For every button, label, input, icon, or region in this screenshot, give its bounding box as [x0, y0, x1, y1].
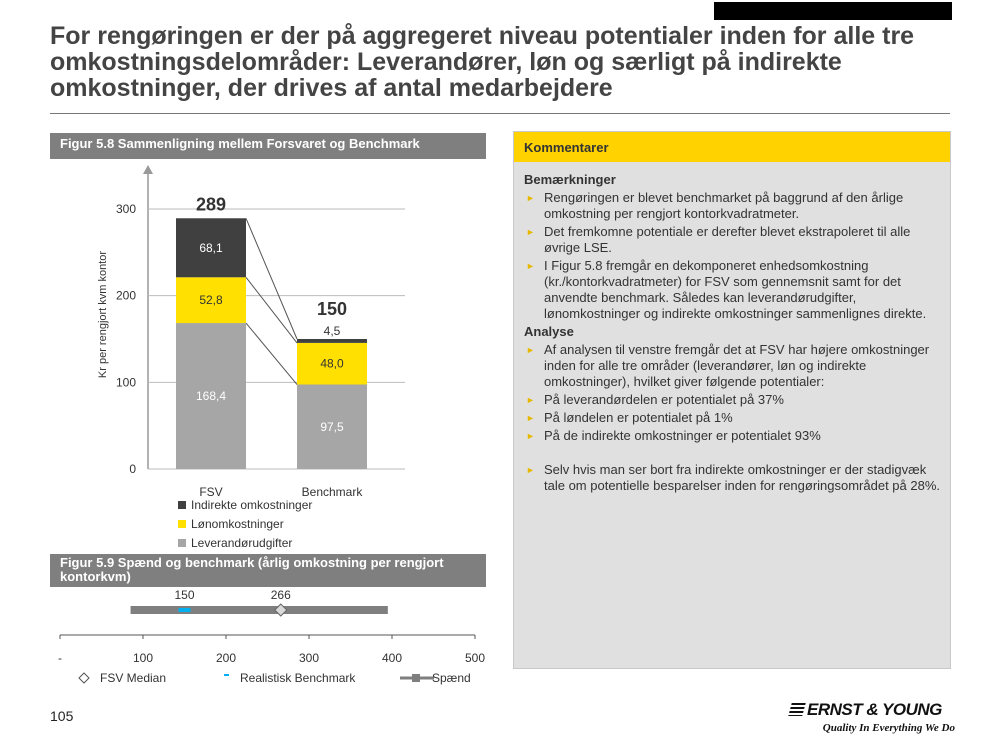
- comments-panel: Kommentarer Bemærkninger Rengøringen er …: [513, 131, 951, 669]
- bar-segment: [297, 384, 367, 469]
- median-value: 266: [271, 588, 291, 602]
- title-divider: [50, 113, 950, 114]
- x-tick-label: -: [58, 651, 62, 665]
- figure-5-8-title: Figur 5.8 Sammenligning mellem Forsvaret…: [50, 133, 486, 159]
- x-tick-label: 300: [299, 651, 319, 665]
- data-label: 68,1: [199, 241, 223, 255]
- benchmark-value: 150: [174, 588, 194, 602]
- y-axis-arrow: [143, 165, 153, 174]
- x-tick-label: 200: [216, 651, 236, 665]
- page-number: 105: [50, 708, 74, 724]
- section-title-remarks: Bemærkninger: [524, 172, 616, 187]
- page-title: For rengøringen er der på aggregeret niv…: [50, 22, 915, 102]
- legend-median-icon: [78, 672, 90, 684]
- data-label: 97,5: [320, 420, 344, 434]
- total-label: 150: [317, 299, 347, 319]
- connector-line: [245, 218, 298, 340]
- x-tick-label: 500: [465, 651, 485, 665]
- logo-icon: [788, 703, 806, 716]
- x-tick-label: 400: [382, 651, 402, 665]
- top-black-bar: [714, 2, 952, 20]
- y-axis-label: Kr per rengjort kvm kontor: [97, 251, 109, 378]
- legend-swatch: [178, 520, 186, 528]
- x-tick-label: 100: [133, 651, 153, 665]
- legend-label: Realistisk Benchmark: [240, 671, 356, 685]
- data-label: 52,8: [199, 293, 223, 307]
- median-marker: [274, 603, 288, 617]
- legend-label: Indirekte omkostninger: [191, 498, 312, 512]
- bullet-item: Selv hvis man ser bort fra indirekte omk…: [524, 462, 940, 494]
- legend-range-square: [412, 674, 420, 682]
- logo-tagline: Quality In Everything We Do: [822, 722, 955, 734]
- x-tick-label: Benchmark: [302, 485, 364, 499]
- y-tick-label: 100: [116, 375, 136, 389]
- bullet-item: Det fremkomne potentiale er derefter ble…: [524, 224, 940, 256]
- y-tick-label: 200: [116, 289, 136, 303]
- bar-segment: [176, 218, 246, 278]
- figure-5-8-chart: 0 100 200 300 Kr per rengjort kvm kontor 168,…: [97, 165, 405, 550]
- figure-5-9-chart: 150 266 - 100 200 300 400 500 FSV Median Realisti…: [58, 588, 485, 685]
- logo-name: ERNST & YOUNG: [807, 700, 942, 719]
- data-label: 4,5: [324, 324, 341, 338]
- bullet-item: På leverandørdelen er potentialet på 37%: [524, 392, 940, 408]
- figure-5-9-title: Figur 5.9 Spænd og benchmark (årlig omko…: [50, 554, 486, 587]
- y-tick-label: 0: [129, 462, 136, 476]
- legend-label: Lønomkostninger: [191, 517, 284, 531]
- legend-benchmark-icon: [224, 674, 229, 676]
- x-tick-label: FSV: [199, 485, 222, 499]
- bar-segment: [297, 342, 367, 385]
- bar-segment: [176, 277, 246, 324]
- legend-label: FSV Median: [100, 671, 166, 685]
- bullet-item: På løndelen er potentialet på 1%: [524, 410, 940, 426]
- legend-swatch: [178, 539, 186, 547]
- data-label: 168,4: [196, 389, 226, 403]
- data-label: 48,0: [320, 357, 344, 371]
- bullet-item: I Figur 5.8 fremgår en dekomponeret enhe…: [524, 258, 940, 322]
- y-tick-label: 300: [116, 202, 136, 216]
- bullet-item: Rengøringen er blevet benchmarket på bag…: [524, 190, 940, 222]
- bar-segment: [297, 339, 367, 343]
- legend-label: Spænd: [432, 671, 471, 685]
- range-bar: [130, 606, 388, 614]
- bullet-item: Af analysen til venstre fremgår det at F…: [524, 342, 940, 390]
- bar-segment: [176, 323, 246, 469]
- legend-swatch: [178, 501, 186, 509]
- connector-line: [245, 322, 298, 385]
- benchmark-marker: [178, 608, 191, 612]
- connector-line: [245, 276, 298, 344]
- total-label: 289: [196, 194, 226, 214]
- company-logo: ERNST & YOUNG Quality In Everything We D…: [788, 700, 955, 734]
- bullet-item: På de indirekte omkostninger er potentia…: [524, 428, 940, 444]
- legend-label: Leverandørudgifter: [191, 536, 292, 550]
- comments-header: Kommentarer: [514, 132, 950, 162]
- section-title-analysis: Analyse: [524, 324, 574, 339]
